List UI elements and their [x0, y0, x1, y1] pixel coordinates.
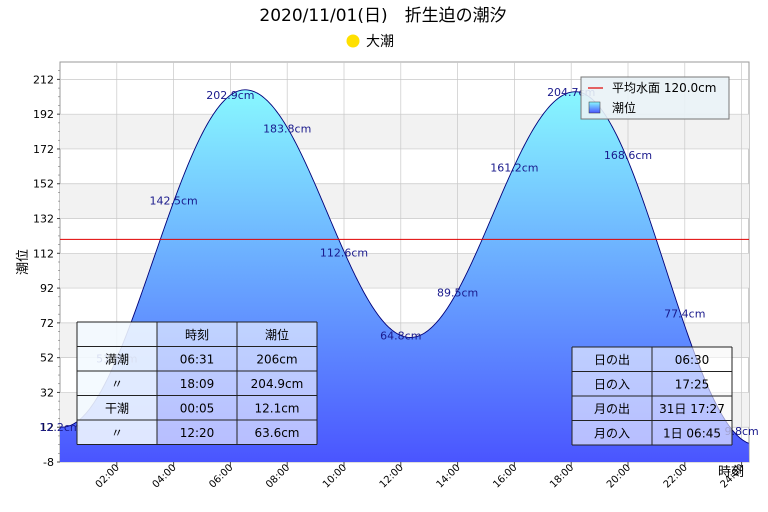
sun-moon-table-cell: 17:25 — [675, 377, 710, 391]
tide-table-cell: 〃 — [111, 426, 123, 440]
y-axis: -8 12 32 52 72 92 112 132 152 172 192 212 — [33, 70, 60, 469]
y-tick-label: 32 — [40, 386, 54, 399]
sun-moon-table-cell: 31日 17:27 — [659, 402, 725, 416]
tide-table-cell: 18:09 — [180, 377, 215, 391]
y-tick-label: 212 — [33, 73, 54, 86]
x-tick-label: 02:00 — [94, 462, 122, 490]
x-axis: 02:00 04:00 06:00 08:00 10:00 12:00 14:00 16:00… — [94, 462, 747, 491]
x-tick-label: 20:00 — [605, 462, 633, 490]
sun-moon-table-cell: 月の入 — [594, 426, 630, 440]
y-tick-label: 92 — [40, 282, 54, 295]
x-axis-title: 時刻 — [718, 465, 744, 480]
tide-table-header: 時刻 — [185, 328, 209, 342]
x-tick-label: 18:00 — [548, 462, 576, 490]
tide-curve — [60, 89, 749, 444]
y-axis-title: 潮位 — [16, 249, 31, 275]
x-tick-label: 12:00 — [378, 462, 406, 490]
y-tick-label: 152 — [33, 178, 54, 191]
sun-moon-table-cell: 日の出 — [594, 353, 630, 367]
sun-moon-table-cell: 1日 06:45 — [663, 426, 721, 440]
tide-table-cell: 63.6cm — [254, 426, 299, 440]
data-label: 12.2cm — [39, 421, 80, 434]
y-tick-label: 12 — [40, 421, 54, 434]
sun-moon-table: 日の出 06:30 日の入 17:25 月の出 31日 17:27 月の入 1日 06:45 — [571, 346, 733, 446]
tide-table-cell: 12.1cm — [254, 401, 299, 415]
moon-phase-icon — [346, 34, 360, 48]
data-label: 142.5cm — [149, 194, 197, 207]
x-tick-label: 16:00 — [491, 462, 519, 490]
moon-phase-label: 大潮 — [366, 34, 394, 50]
tide-table-header: 潮位 — [265, 327, 289, 342]
data-label: 89.5cm — [437, 286, 478, 299]
data-label: 161.2cm — [490, 162, 538, 175]
x-tick-label: 04:00 — [151, 462, 179, 490]
y-tick-label: -8 — [43, 456, 54, 469]
tide-table-cell: 干潮 — [105, 400, 129, 415]
x-tick-label: 06:00 — [207, 462, 235, 490]
legend: 平均水面 120.0cm 潮位 — [580, 76, 730, 120]
tide-table-cell: 204.9cm — [251, 377, 304, 391]
page-title: 2020/11/01(日) 折生迫の潮汐 — [259, 6, 506, 26]
legend-box — [580, 76, 730, 120]
data-label: 202.9cm — [206, 89, 254, 102]
y-tick-label: 132 — [33, 213, 54, 226]
tide-table-cell: 206cm — [256, 352, 297, 366]
y-tick-label: 52 — [40, 352, 54, 365]
x-tick-label: 22:00 — [662, 462, 690, 490]
x-tick-label: 08:00 — [264, 462, 292, 490]
y-tick-label: 172 — [33, 143, 54, 156]
data-label: 168.6cm — [604, 149, 652, 162]
y-tick-label: 72 — [40, 317, 54, 330]
legend-tide-label: 潮位 — [612, 100, 636, 115]
sun-moon-table-cell: 06:30 — [675, 353, 710, 367]
y-tick-label: 192 — [33, 108, 54, 121]
tide-table-cell: 06:31 — [180, 352, 215, 366]
legend-mean-label: 平均水面 120.0cm — [612, 81, 716, 95]
data-label: 9.8cm — [724, 425, 758, 438]
x-tick-label: 10:00 — [321, 462, 349, 490]
tide-table-cell: 満潮 — [105, 351, 129, 366]
sun-moon-table-cell: 月の出 — [594, 402, 630, 416]
tide-table-cell: 00:05 — [180, 401, 215, 415]
x-tick-label: 14:00 — [435, 462, 463, 490]
tide-table-cell: 〃 — [111, 377, 123, 391]
data-label: 112.6cm — [320, 246, 368, 259]
data-label: 64.8cm — [380, 329, 421, 342]
tide-table-label-column — [77, 322, 157, 445]
grid-band — [60, 114, 749, 149]
data-label: 77.4cm — [664, 307, 705, 320]
data-label: 183.8cm — [263, 122, 311, 135]
y-tick-label: 112 — [33, 247, 54, 260]
tide-table-cell: 12:20 — [180, 426, 215, 440]
legend-tide-swatch — [588, 101, 601, 114]
sun-moon-table-cell: 日の入 — [594, 377, 630, 391]
